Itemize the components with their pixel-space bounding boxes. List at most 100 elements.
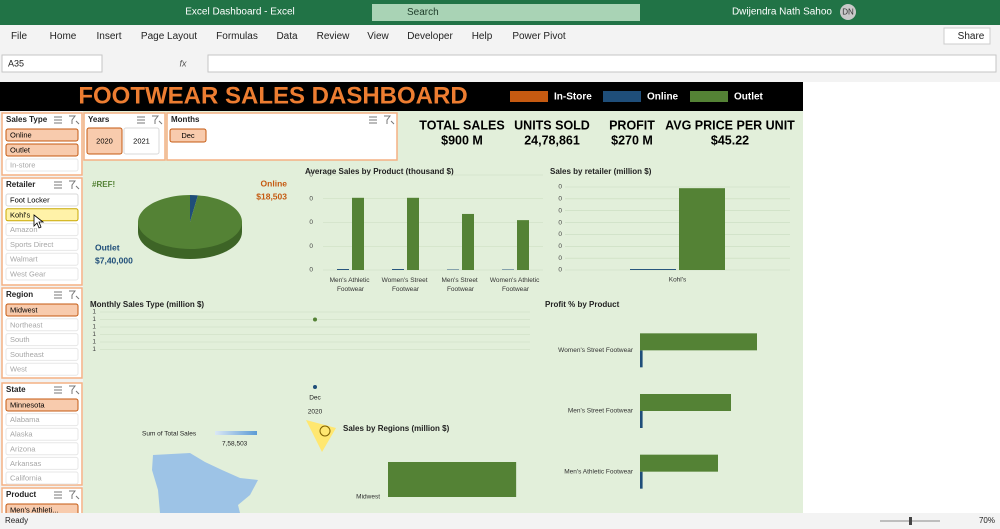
- slicer-item[interactable]: [5, 143, 79, 157]
- slicer-item[interactable]: [5, 128, 79, 142]
- slicer-item-label: In-store: [10, 160, 35, 169]
- avatar[interactable]: [840, 4, 856, 20]
- slicer-clear-icon[interactable]: [69, 385, 80, 395]
- menu-item: Data: [276, 31, 298, 42]
- slicer-multiselect-icon[interactable]: [54, 116, 62, 124]
- status-ready: Ready: [5, 516, 28, 525]
- legend-label: In-Store: [554, 92, 592, 103]
- y-tick-label: 0: [558, 243, 562, 250]
- pie-label: Online: [261, 178, 288, 188]
- y-tick-label: 1: [92, 316, 96, 323]
- map-legend-gradient: [215, 431, 257, 435]
- slicer-item[interactable]: [169, 128, 207, 143]
- slicer-clear-icon[interactable]: [69, 180, 80, 190]
- slicer-title: Product: [6, 490, 37, 499]
- slicer-clear-icon[interactable]: [69, 290, 80, 300]
- bar: [407, 197, 419, 270]
- chart-title: Profit % by Product: [545, 300, 620, 309]
- bar: [640, 350, 643, 368]
- slicer-item-label: West: [10, 365, 28, 374]
- menu-item: Insert: [96, 31, 121, 42]
- share-label: Share: [958, 31, 985, 42]
- x-tick-label: Dec: [309, 395, 321, 402]
- chart-title: Sales by Regions (million $): [343, 424, 450, 433]
- slicer-item-label: Amazon: [10, 225, 38, 234]
- slicer-item-label: Foot Locker: [10, 195, 50, 204]
- slicer-multiselect-icon[interactable]: [137, 116, 145, 124]
- slicer-item-label: Minnesota: [10, 400, 45, 409]
- slicer-clear-icon[interactable]: [384, 115, 395, 125]
- slicer-item-label: Alabama: [10, 415, 40, 424]
- slicer-clear-icon[interactable]: [69, 115, 80, 125]
- menu-item: Page Layout: [141, 31, 197, 42]
- menu-item: Review: [317, 31, 351, 42]
- slicer-item[interactable]: [5, 237, 79, 251]
- slicer-multiselect-icon[interactable]: [54, 491, 62, 499]
- y-tick-label: 0: [309, 243, 313, 250]
- slicer-multiselect-icon[interactable]: [369, 116, 377, 124]
- kpi-value: $900 M: [441, 133, 483, 147]
- slicer-item[interactable]: [5, 442, 79, 456]
- bar: [679, 188, 725, 270]
- slicer-item[interactable]: [5, 267, 79, 281]
- slicer-item[interactable]: [5, 471, 79, 485]
- name-box-text: A35: [8, 58, 24, 68]
- slicer-item[interactable]: [5, 413, 79, 427]
- y-tick-label: Midwest: [356, 494, 380, 501]
- slicer-item-label: California: [10, 473, 43, 482]
- slicer-item[interactable]: [5, 427, 79, 441]
- slicer-item[interactable]: [5, 362, 79, 376]
- dashboard: In-Store Online Outlet TOTAL SALES$900 M UNI…: [1, 91, 795, 516]
- slicer-item[interactable]: [5, 193, 79, 207]
- legend-swatch: [510, 91, 548, 102]
- slicer-item[interactable]: [5, 252, 79, 266]
- bar: [640, 411, 643, 428]
- slicer-item[interactable]: [5, 333, 79, 347]
- slicer-item[interactable]: [123, 127, 160, 155]
- slicer-item[interactable]: [5, 318, 79, 332]
- slicer-item[interactable]: [5, 456, 79, 470]
- zoom-thumb[interactable]: [909, 517, 912, 525]
- dashboard-header: [0, 82, 803, 111]
- slicer-item[interactable]: [5, 223, 79, 237]
- name-box[interactable]: [1, 54, 103, 73]
- bar: [630, 269, 676, 270]
- kpi-label: TOTAL SALES: [419, 118, 504, 132]
- y-tick-label: 1: [92, 346, 96, 353]
- bar: [640, 454, 718, 472]
- sheet: FOOTWEAR SALES DASHBOARD In-Store Online O…: [0, 82, 1000, 516]
- slicer-item[interactable]: [5, 503, 79, 516]
- slicer-title: Retailer: [6, 180, 35, 189]
- slicer-item[interactable]: [5, 158, 79, 172]
- bar: [352, 197, 364, 270]
- formula-input[interactable]: [207, 54, 997, 73]
- kpi-label: PROFIT: [609, 118, 655, 132]
- x-tick-label: Women's Street Footwear: [382, 277, 430, 293]
- slicer-title: Years: [88, 115, 110, 124]
- slicer-item[interactable]: [5, 303, 79, 317]
- slicer-multiselect-icon[interactable]: [54, 181, 62, 189]
- slicer-item[interactable]: [5, 398, 79, 412]
- slicer-multiselect-icon[interactable]: [54, 291, 62, 299]
- slicer-item-label: Kohl's: [10, 210, 30, 219]
- share-button[interactable]: [943, 27, 991, 45]
- slicer-item[interactable]: [86, 127, 123, 155]
- pie-label: Outlet: [95, 242, 120, 252]
- slicer-title: State: [6, 385, 26, 394]
- slicer-clear-icon[interactable]: [152, 115, 163, 125]
- fx-label: fx: [179, 58, 187, 68]
- bar: [517, 220, 529, 270]
- slicer-item-label: Dec: [181, 131, 195, 140]
- y-tick-label: 1: [92, 339, 96, 346]
- slicer-item[interactable]: [5, 347, 79, 361]
- slicer-multiselect-icon[interactable]: [54, 386, 62, 394]
- y-tick-label: 0: [558, 219, 562, 226]
- legend-swatch: [690, 91, 728, 102]
- search-box[interactable]: [372, 4, 640, 21]
- legend-swatch: [603, 91, 641, 102]
- slicer-clear-icon[interactable]: [69, 490, 80, 500]
- y-tick-label: 0: [309, 267, 313, 274]
- bar: [640, 471, 643, 489]
- menu-item: Formulas: [216, 31, 258, 42]
